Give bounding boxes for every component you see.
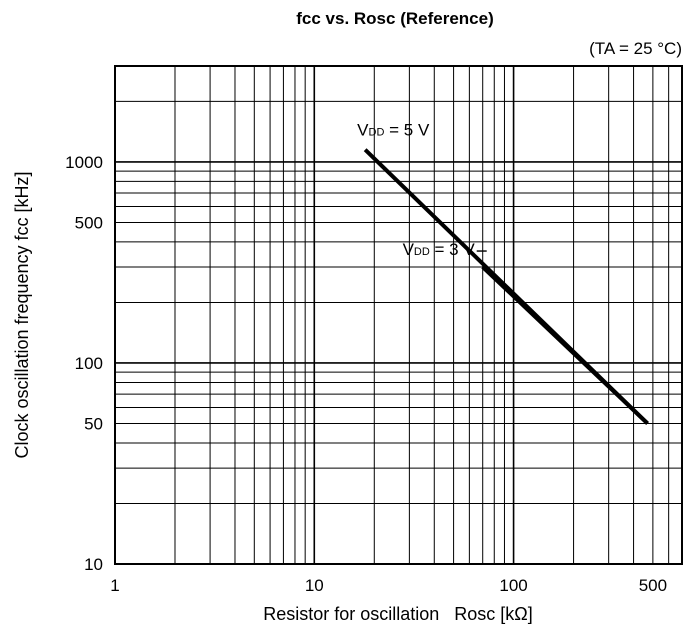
- series-line: [481, 265, 649, 425]
- plot-frame: [114, 65, 683, 565]
- x-tick-label: 1: [110, 576, 119, 595]
- y-tick-label: 10: [84, 555, 103, 574]
- x-tick-label: 10: [305, 576, 324, 595]
- chart-grid: [115, 66, 682, 564]
- x-tick-label: 500: [639, 576, 667, 595]
- x-axis-label: Resistor for oscillation Rosc [kΩ]: [263, 604, 533, 624]
- series-label: VDD = 3 V: [403, 240, 476, 259]
- chart-title: fcc vs. Rosc (Reference): [296, 9, 493, 28]
- y-axis-label: Clock oscillation frequency fcc [kHz]: [12, 171, 32, 458]
- series-label: VDD = 5 V: [357, 121, 430, 140]
- y-tick-label: 1000: [65, 153, 103, 172]
- tick-labels: 1 10 100 500 10 50 100 500 1000: [65, 153, 667, 595]
- y-tick-label: 100: [75, 354, 103, 373]
- chart-condition: (TA = 25 °C): [589, 39, 682, 58]
- y-tick-label: 50: [84, 414, 103, 433]
- y-tick-label: 500: [75, 213, 103, 232]
- x-tick-label: 100: [499, 576, 527, 595]
- chart-series: VDD = 5 V VDD = 3 V: [357, 121, 649, 425]
